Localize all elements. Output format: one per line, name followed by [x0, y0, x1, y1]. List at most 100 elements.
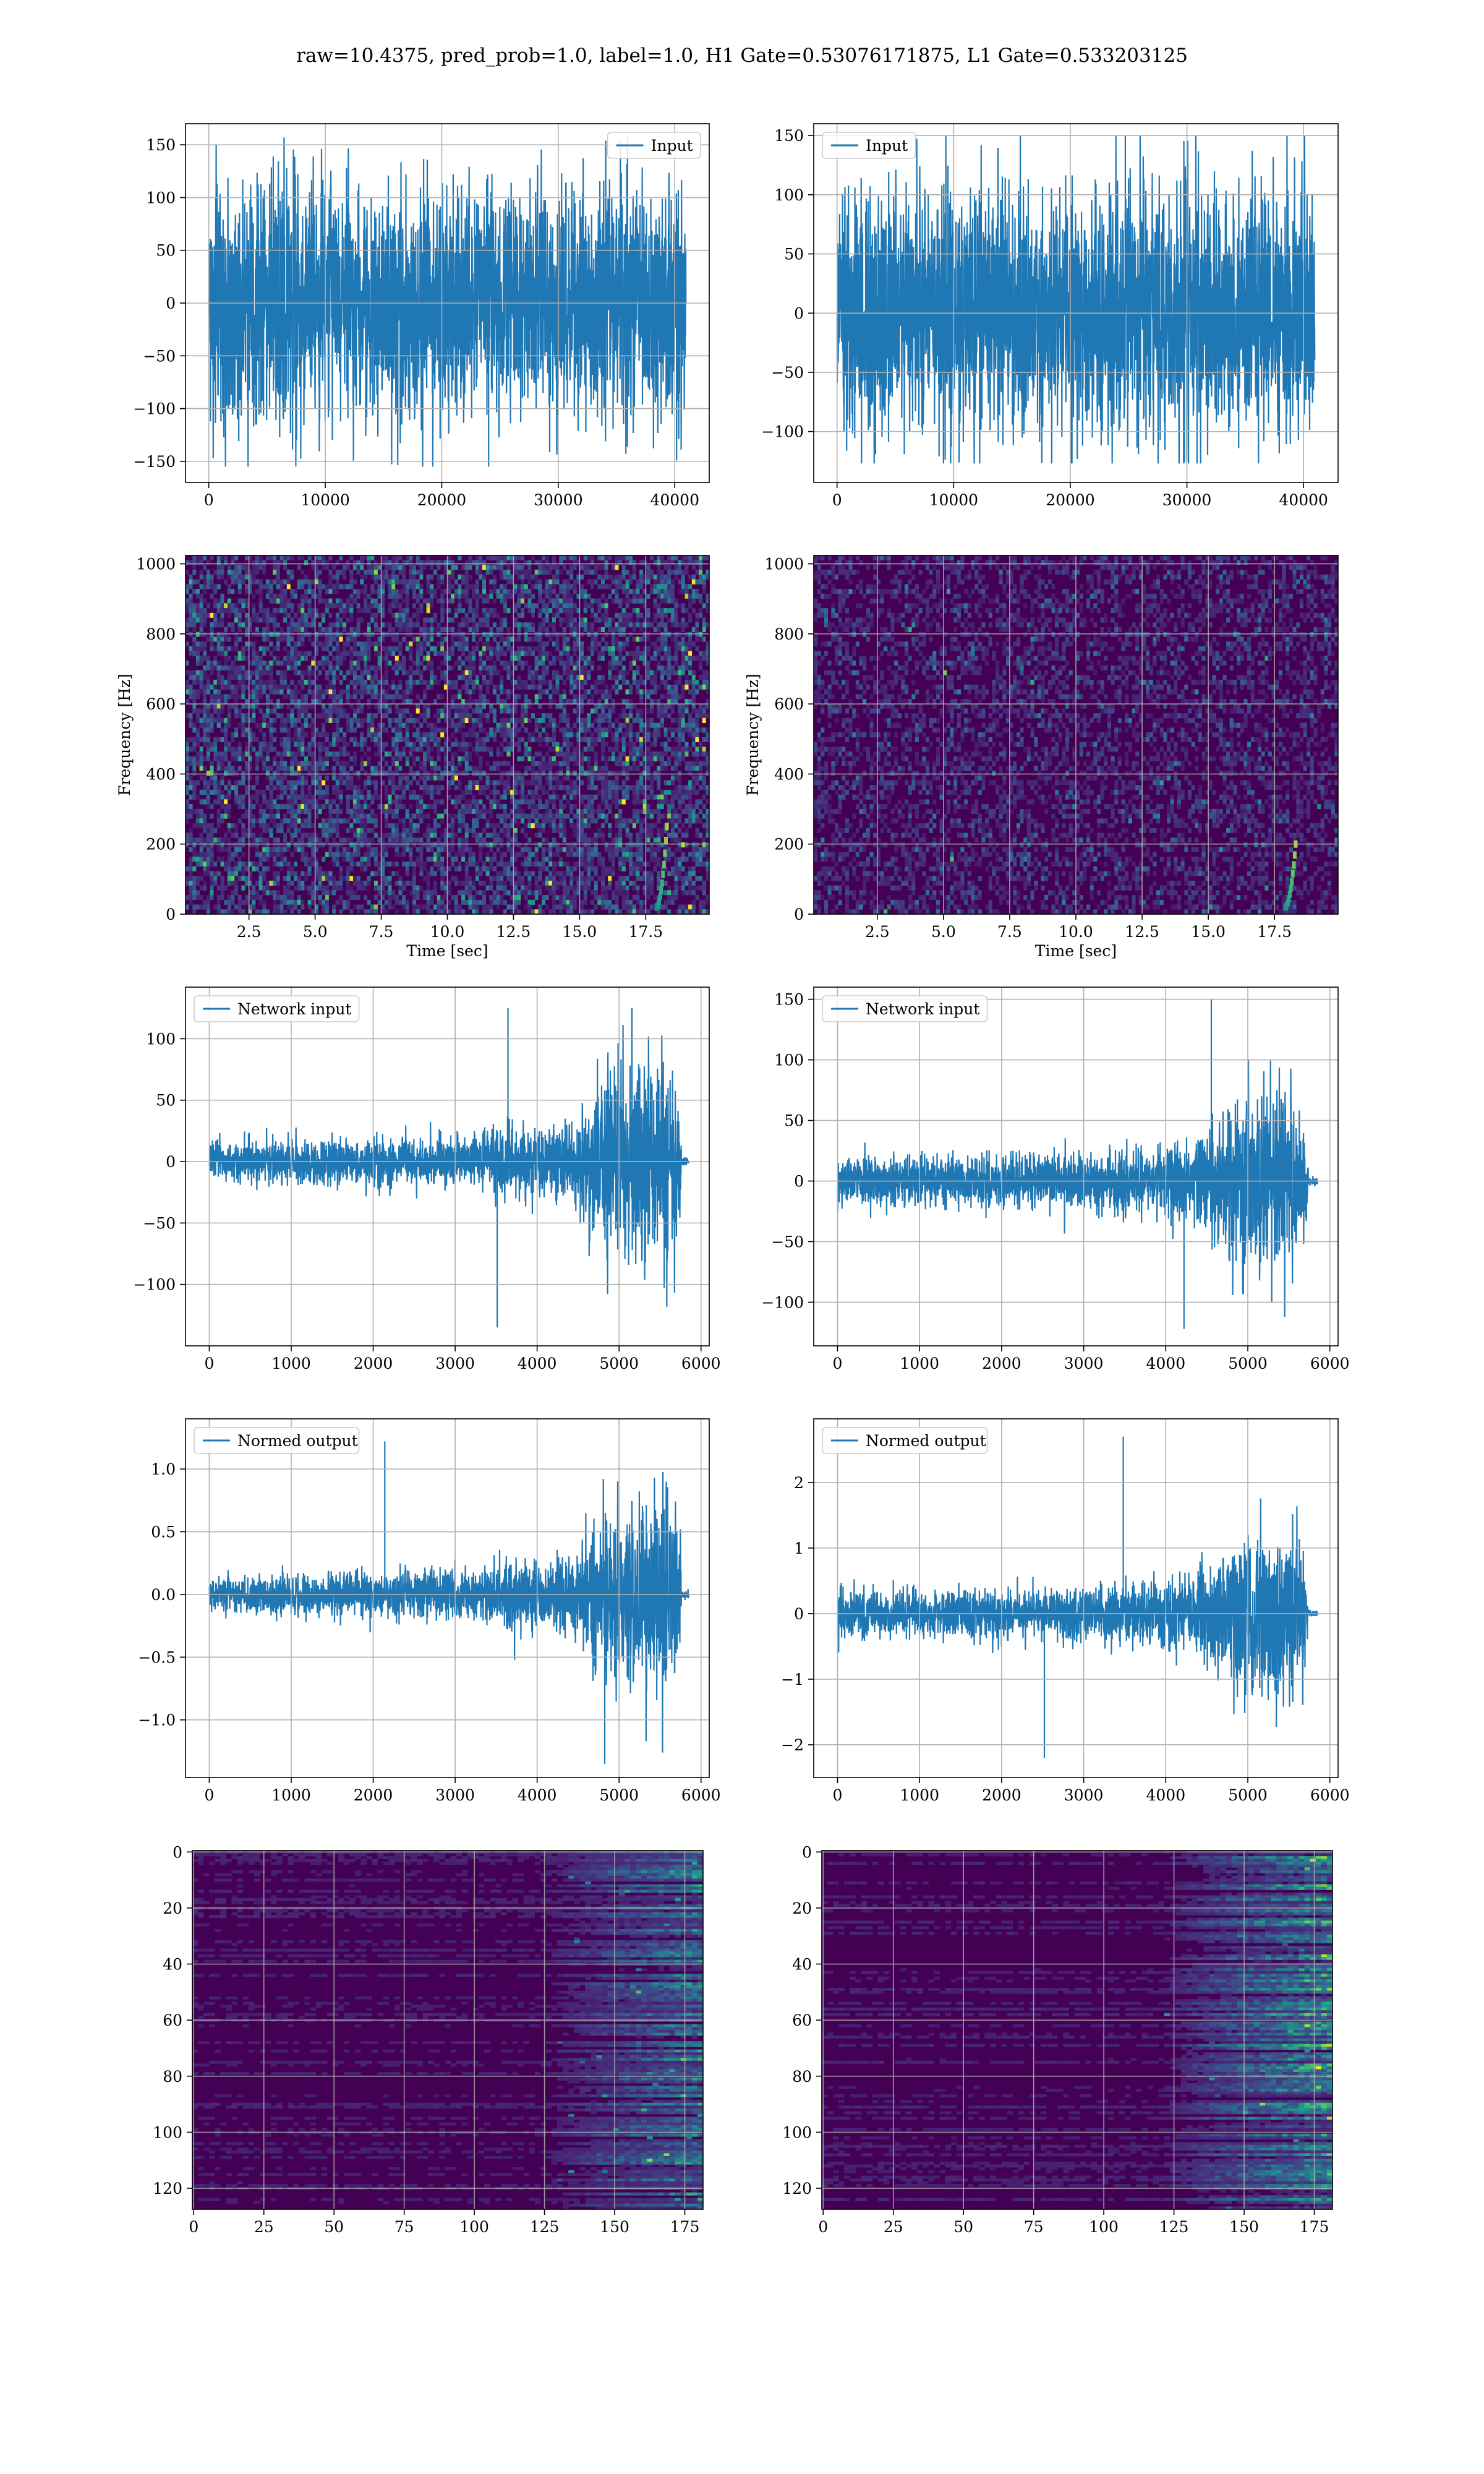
spectrogram-cell	[524, 771, 528, 776]
spectrogram-cell	[224, 699, 228, 704]
spectrogram-cell	[454, 565, 458, 570]
spectrogram-cell	[241, 751, 245, 757]
spectrogram-cell	[461, 708, 466, 714]
spectrogram-cell	[339, 651, 343, 656]
spectrogram-cell	[559, 622, 563, 628]
spectrogram-cell	[252, 608, 256, 614]
spectrogram-cell	[695, 627, 699, 633]
spectrogram-cell	[591, 661, 594, 666]
spectrogram-cell	[391, 717, 396, 723]
spectrogram-cell	[245, 612, 249, 618]
spectrogram-cell	[527, 717, 532, 723]
spectrogram-cell	[653, 651, 657, 656]
spectrogram-cell	[670, 694, 675, 700]
spectrogram-cell	[447, 703, 451, 709]
spectrogram-cell	[573, 661, 577, 666]
spectrogram-cell	[699, 775, 703, 781]
spectrogram-cell	[479, 699, 483, 704]
spectrogram-cell	[663, 751, 668, 757]
spectrogram-cell	[265, 756, 270, 761]
spectrogram-cell	[301, 780, 305, 785]
spectrogram-cell	[503, 603, 507, 609]
spectrogram-cell	[657, 703, 661, 709]
spectrogram-cell	[513, 703, 518, 709]
spectrogram-cell	[335, 617, 339, 623]
spectrogram-cell	[451, 636, 455, 642]
spectrogram-cell	[370, 737, 375, 742]
spectrogram-cell	[384, 560, 388, 565]
spectrogram-cell	[346, 775, 350, 781]
spectrogram-cell	[632, 636, 636, 642]
spectrogram-cell	[248, 570, 252, 575]
spectrogram-cell	[241, 756, 245, 761]
spectrogram-cell	[255, 675, 259, 680]
spectrogram-cell	[667, 608, 672, 614]
spectrogram-cell	[552, 789, 556, 795]
spectrogram-cell	[192, 747, 197, 752]
spectrogram-cell	[636, 680, 640, 685]
spectrogram-cell	[531, 555, 535, 561]
spectrogram-cell	[618, 675, 623, 680]
spectrogram-cell	[356, 775, 360, 781]
spectrogram-cell	[203, 717, 207, 723]
spectrogram-cell	[273, 656, 277, 661]
spectrogram-cell	[394, 622, 399, 628]
spectrogram-cell	[443, 656, 448, 661]
spectrogram-cell	[265, 747, 270, 752]
spectrogram-cell	[199, 775, 203, 781]
spectrogram-cell	[339, 713, 343, 719]
spectrogram-cell	[684, 747, 689, 752]
spectrogram-cell	[534, 684, 539, 690]
spectrogram-cell	[252, 661, 256, 666]
spectrogram-cell	[349, 756, 354, 761]
spectrogram-cell	[325, 799, 329, 805]
spectrogram-cell	[262, 680, 267, 685]
spectrogram-cell	[517, 622, 521, 628]
spectrogram-cell	[475, 785, 479, 790]
spectrogram-cell	[642, 603, 647, 609]
spectrogram-cell	[216, 689, 221, 695]
spectrogram-cell	[615, 785, 619, 790]
spectrogram-cell	[527, 608, 532, 614]
spectrogram-cell	[650, 622, 654, 628]
spectrogram-cell	[674, 574, 678, 580]
spectrogram-cell	[653, 751, 657, 757]
spectrogram-cell	[440, 694, 445, 700]
spectrogram-cell	[531, 766, 535, 771]
spectrogram-cell	[405, 742, 409, 747]
spectrogram-cell	[542, 717, 545, 723]
spectrogram-cell	[273, 612, 277, 618]
spectrogram-cell	[405, 717, 409, 723]
spectrogram-cell	[472, 593, 475, 599]
spectrogram-cell	[653, 775, 657, 781]
spectrogram-cell	[294, 717, 297, 723]
spectrogram-cell	[307, 722, 312, 728]
spectrogram-cell	[394, 612, 399, 618]
spectrogram-cell	[206, 584, 210, 589]
spectrogram-cell	[594, 775, 598, 781]
spectrogram-cell	[437, 785, 441, 790]
spectrogram-cell	[611, 722, 615, 728]
spectrogram-cell	[524, 584, 528, 589]
spectrogram-cell	[625, 617, 629, 623]
spectrogram-cell	[604, 717, 608, 723]
spectrogram-cell	[545, 789, 549, 795]
spectrogram-cell	[220, 780, 224, 785]
spectrogram-cell	[601, 799, 605, 805]
spectrogram-cell	[681, 727, 685, 733]
spectrogram-cell	[663, 799, 668, 805]
spectrogram-cell	[510, 555, 514, 561]
spectrogram-cell	[343, 751, 347, 757]
spectrogram-cell	[255, 684, 259, 690]
spectrogram-cell	[426, 608, 430, 614]
spectrogram-cell	[482, 631, 486, 637]
spectrogram-cell	[451, 598, 455, 604]
spectrogram-cell	[548, 579, 553, 584]
spectrogram-cell	[332, 670, 336, 675]
spectrogram-cell	[611, 665, 615, 670]
spectrogram-cell	[653, 598, 657, 604]
spectrogram-cell	[430, 598, 434, 604]
spectrogram-cell	[475, 565, 479, 570]
spectrogram-cell	[531, 761, 535, 766]
spectrogram-cell	[394, 804, 399, 810]
